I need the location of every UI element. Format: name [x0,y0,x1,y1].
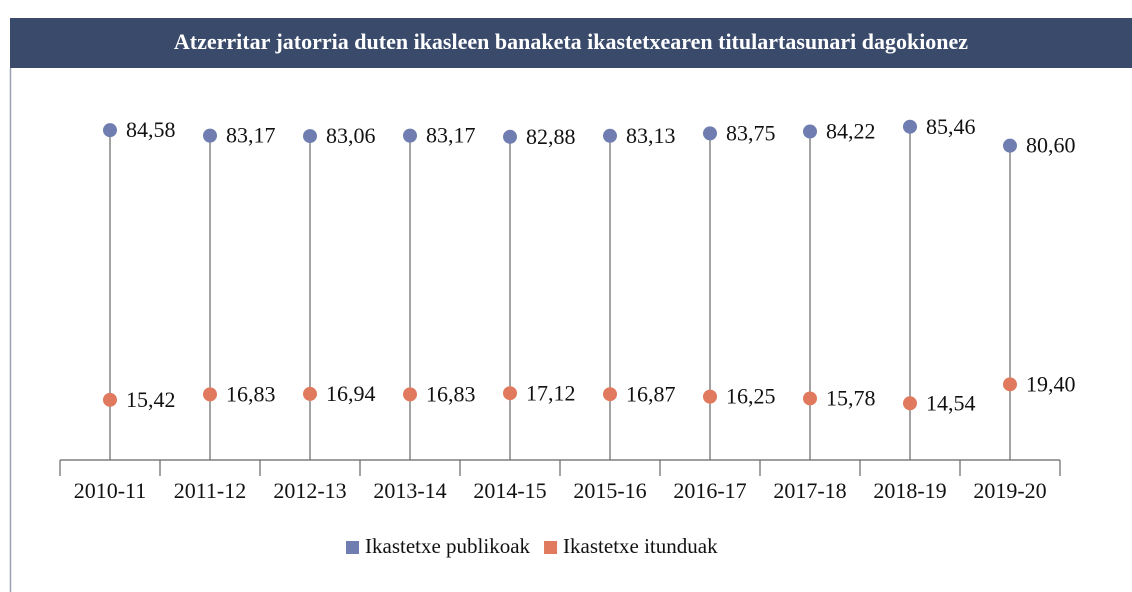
dot [1003,377,1017,392]
data-label: 80,60 [1026,133,1076,158]
data-label: 16,87 [626,381,676,406]
data-label: 83,17 [426,123,476,148]
data-label: 16,94 [326,381,376,406]
dot [803,391,817,406]
x-tick-label: 2011-12 [174,478,247,503]
x-tick-label: 2013-14 [373,478,446,503]
dot [303,386,317,401]
dot [203,128,217,143]
dot [303,129,317,144]
data-label: 84,22 [826,119,876,144]
dot [403,387,417,402]
x-tick-label: 2010-11 [74,478,147,503]
dot [403,128,417,143]
data-label: 17,12 [526,380,576,405]
x-tick-label: 2018-19 [873,478,946,503]
x-tick-label: 2015-16 [573,478,646,503]
x-tick-label: 2019-20 [973,478,1046,503]
data-label: 84,58 [126,117,176,142]
legend-label: Ikastetxe itunduak [563,534,718,558]
x-tick-label: 2016-17 [673,478,746,503]
dot [703,389,717,404]
data-label: 19,40 [1026,371,1076,396]
title-band [10,18,1132,68]
data-label: 82,88 [526,124,576,149]
dot [703,126,717,141]
data-label: 14,54 [926,390,976,415]
dot [503,386,517,401]
data-label: 83,06 [326,123,376,148]
dot [603,387,617,402]
dot [1003,138,1017,153]
dot [803,124,817,139]
data-label: 85,46 [926,114,976,139]
dot [103,123,117,138]
data-label: 16,25 [726,384,776,409]
data-label: 83,75 [726,120,776,145]
legend-label: Ikastetxe publikoak [365,534,531,558]
dot [603,128,617,143]
x-tick-label: 2012-13 [273,478,346,503]
data-label: 15,42 [126,387,176,412]
data-label: 83,13 [626,123,676,148]
x-tick-label: 2017-18 [773,478,846,503]
dot [103,392,117,407]
dot [903,119,917,134]
data-label: 16,83 [226,381,276,406]
chart-title: Atzerritar jatorria duten ikasleen banak… [174,29,968,54]
legend-swatch [346,541,359,554]
data-label: 16,83 [426,381,476,406]
dot [903,396,917,411]
legend-swatch [544,541,558,554]
dot [203,387,217,402]
data-label: 83,17 [226,123,276,148]
x-tick-label: 2014-15 [473,478,546,503]
dot [503,129,517,144]
data-label: 15,78 [826,386,876,411]
